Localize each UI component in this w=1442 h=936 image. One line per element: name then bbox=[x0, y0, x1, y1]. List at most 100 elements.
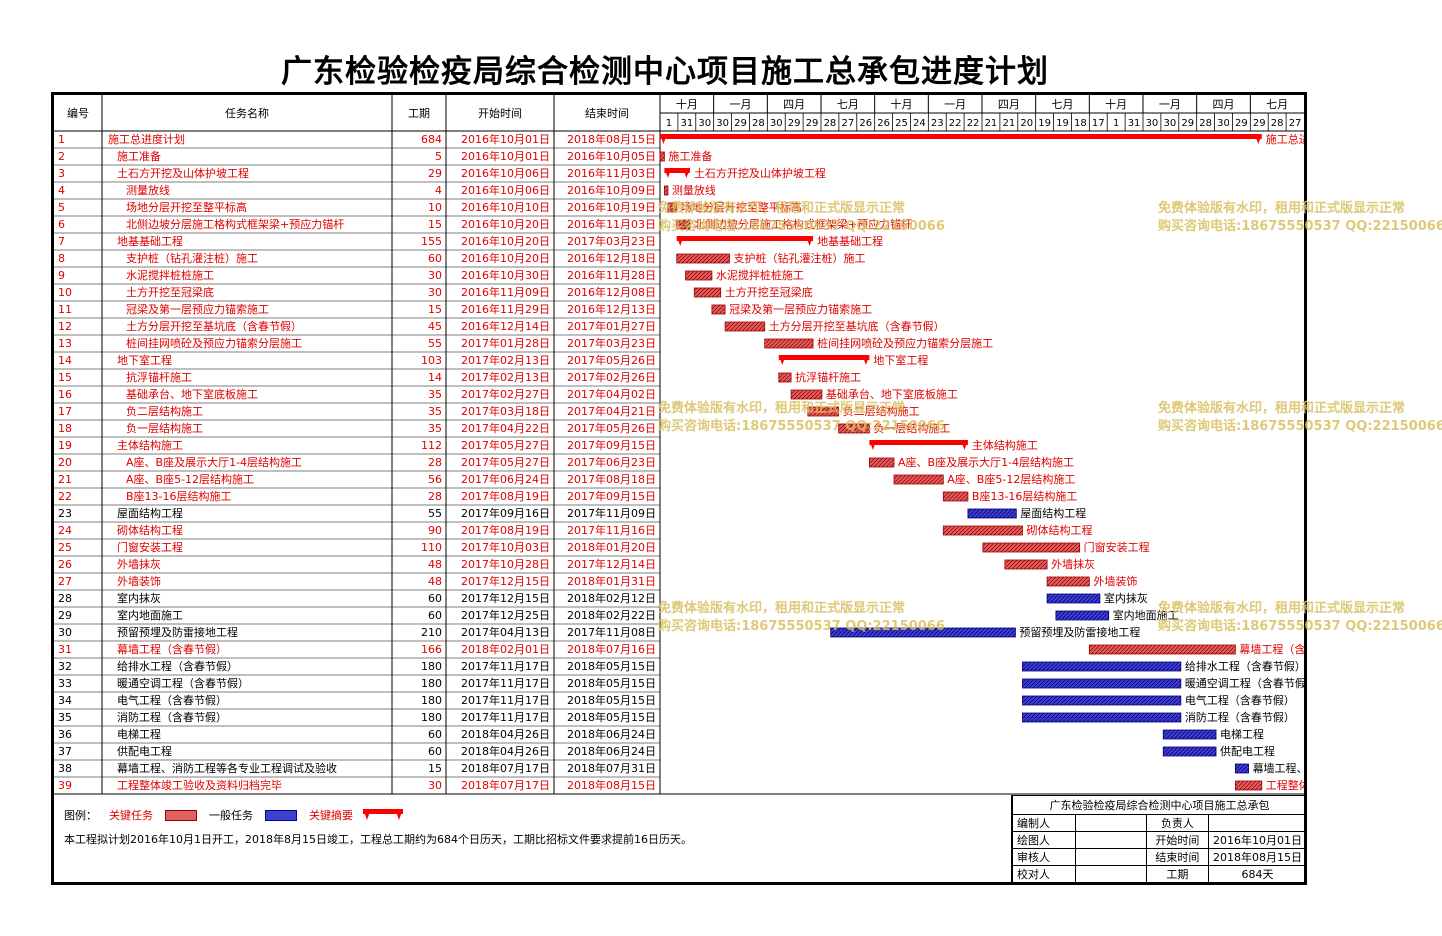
task-name: 支护桩（钻孔灌注桩）施工 bbox=[126, 251, 258, 265]
month-label: 七月 bbox=[1052, 98, 1074, 111]
task-start: 2017年02月27日 bbox=[461, 387, 550, 401]
day-label: 20 bbox=[1020, 118, 1033, 129]
task-start: 2017年11月17日 bbox=[461, 676, 550, 690]
task-name: 负二层结构施工 bbox=[126, 404, 203, 418]
task-end: 2016年11月03日 bbox=[567, 166, 656, 180]
task-start: 2016年10月01日 bbox=[461, 149, 550, 163]
task-end: 2017年04月02日 bbox=[567, 387, 656, 401]
critical-task-bar bbox=[659, 151, 665, 162]
task-id: 3 bbox=[58, 167, 65, 180]
info-start-label: 开始时间 bbox=[1145, 831, 1210, 849]
task-end: 2018年05月15日 bbox=[567, 710, 656, 724]
critical-task-bar bbox=[838, 423, 870, 434]
task-id: 5 bbox=[58, 201, 65, 214]
task-end: 2016年11月03日 bbox=[567, 217, 656, 231]
legend-normal-task-swatch bbox=[265, 809, 297, 821]
task-duration: 55 bbox=[428, 507, 442, 520]
task-id: 25 bbox=[58, 541, 72, 554]
task-duration: 14 bbox=[428, 371, 442, 384]
day-label: 23 bbox=[931, 118, 944, 129]
task-id: 17 bbox=[58, 405, 72, 418]
info-drawn-by: 绘图人 bbox=[1012, 831, 1076, 849]
bar-label: 负一层结构施工 bbox=[873, 421, 950, 435]
critical-task-bar bbox=[778, 372, 792, 383]
task-end: 2017年11月08日 bbox=[567, 625, 656, 639]
legend-note: 本工程拟计划2016年10月1日开工，2018年8月15日竣工，工程总工期约为6… bbox=[64, 833, 692, 846]
summary-bar-end bbox=[960, 440, 968, 450]
task-id: 20 bbox=[58, 456, 72, 469]
day-label: 26 bbox=[877, 118, 890, 129]
day-label: 29 bbox=[788, 118, 801, 129]
task-name: 施工准备 bbox=[117, 149, 161, 163]
gantt-grid: 编号 任务名称 工期 开始时间 结束时间 十月 一月 四月 七月 十月 一月 四月 七月 十月 一月 四月 七月… bbox=[54, 95, 1304, 795]
day-label: 31 bbox=[1128, 118, 1141, 129]
task-name: 主体结构施工 bbox=[117, 438, 183, 452]
task-end: 2018年02月12日 bbox=[567, 591, 656, 605]
task-start: 2016年11月09日 bbox=[461, 285, 550, 299]
info-start-value: 2016年10月01日 bbox=[1208, 831, 1307, 849]
task-duration: 103 bbox=[421, 354, 442, 367]
critical-task-bar bbox=[1046, 576, 1090, 587]
task-end: 2018年08月15日 bbox=[567, 778, 656, 792]
bar-label: 土石方开挖及山体护坡工程 bbox=[694, 166, 826, 180]
day-label: 19 bbox=[1056, 118, 1069, 129]
task-duration: 55 bbox=[428, 337, 442, 350]
bar-label: 预留预埋及防雷接地工程 bbox=[1019, 625, 1140, 639]
bar-label: 幕墙工程、消防工程等各专业工程调试及验收 bbox=[1253, 761, 1304, 775]
day-label: 18 bbox=[1074, 118, 1087, 129]
summary-bar bbox=[660, 134, 1262, 139]
watermark-6: 免费体验版有水印，租用和正式版显示正常 购买咨询电话:18675550537 QQ… bbox=[1158, 601, 1442, 634]
task-name: 预留预埋及防雷接地工程 bbox=[117, 625, 238, 639]
day-label: 30 bbox=[770, 118, 783, 129]
critical-task-bar bbox=[942, 525, 1023, 536]
task-end: 2017年01月27日 bbox=[567, 319, 656, 333]
task-id: 30 bbox=[58, 626, 72, 639]
summary-bar-end bbox=[862, 355, 870, 365]
task-duration: 155 bbox=[421, 235, 442, 248]
task-start: 2017年11月17日 bbox=[461, 710, 550, 724]
task-name: 地下室工程 bbox=[117, 353, 172, 367]
critical-task-bar bbox=[1004, 559, 1048, 570]
task-end: 2017年06月23日 bbox=[567, 455, 656, 469]
bar-label: 场地分层开挖至整平标高 bbox=[681, 200, 802, 214]
bar-label: 负二层结构施工 bbox=[843, 404, 920, 418]
task-start: 2017年10月03日 bbox=[461, 540, 550, 554]
bar-label: 主体结构施工 bbox=[972, 438, 1038, 452]
info-box: 广东检验检疫局综合检测中心项目施工总承包 编制人 负责人 绘图人 开始时间 20… bbox=[1011, 795, 1307, 885]
day-label: 17 bbox=[1092, 118, 1105, 129]
task-name: 测量放线 bbox=[126, 183, 170, 197]
task-end: 2018年06月24日 bbox=[567, 727, 656, 741]
task-start: 2017年06月24日 bbox=[461, 472, 550, 486]
task-end: 2016年12月13日 bbox=[567, 302, 656, 316]
task-name: 土石方开挖及山体护坡工程 bbox=[117, 166, 249, 180]
summary-bar-start bbox=[778, 355, 786, 365]
bar-label: 外墙抹灰 bbox=[1051, 557, 1095, 571]
task-name: 供配电工程 bbox=[117, 744, 172, 758]
watermark-1: 免费体验版有水印，租用和正式版显示正常 购买咨询电话:18675550537 QQ… bbox=[658, 201, 945, 234]
task-start: 2017年10月28日 bbox=[461, 557, 550, 571]
task-duration: 10 bbox=[428, 201, 442, 214]
bar-label: 基础承台、地下室底板施工 bbox=[826, 387, 958, 401]
task-start: 2017年12月25日 bbox=[461, 608, 550, 622]
bar-label: A座、B座5-12层结构施工 bbox=[947, 472, 1075, 486]
task-id: 38 bbox=[58, 762, 72, 775]
task-duration: 110 bbox=[421, 541, 442, 554]
day-label: 1 bbox=[1113, 118, 1119, 129]
task-duration: 30 bbox=[428, 269, 442, 282]
summary-bar-start bbox=[660, 134, 667, 144]
watermark-2: 免费体验版有水印，租用和正式版显示正常 购买咨询电话:18675550537 QQ… bbox=[1158, 201, 1442, 234]
month-label: 十月 bbox=[1105, 97, 1127, 111]
task-name: 水泥搅拌桩桩施工 bbox=[126, 268, 214, 282]
month-label: 七月 bbox=[837, 98, 859, 111]
page-title: 广东检验检疫局综合检测中心项目施工总承包进度计划 bbox=[281, 54, 1049, 90]
task-duration: 29 bbox=[428, 167, 442, 180]
task-duration: 4 bbox=[435, 184, 442, 197]
day-label: 28 bbox=[1271, 118, 1284, 129]
task-id: 8 bbox=[58, 252, 65, 265]
task-duration: 180 bbox=[421, 711, 442, 724]
task-id: 2 bbox=[58, 150, 65, 163]
day-label: 30 bbox=[1217, 118, 1230, 129]
task-id: 6 bbox=[58, 218, 65, 231]
task-end: 2016年10月05日 bbox=[567, 149, 656, 163]
month-label: 七月 bbox=[1266, 98, 1288, 111]
